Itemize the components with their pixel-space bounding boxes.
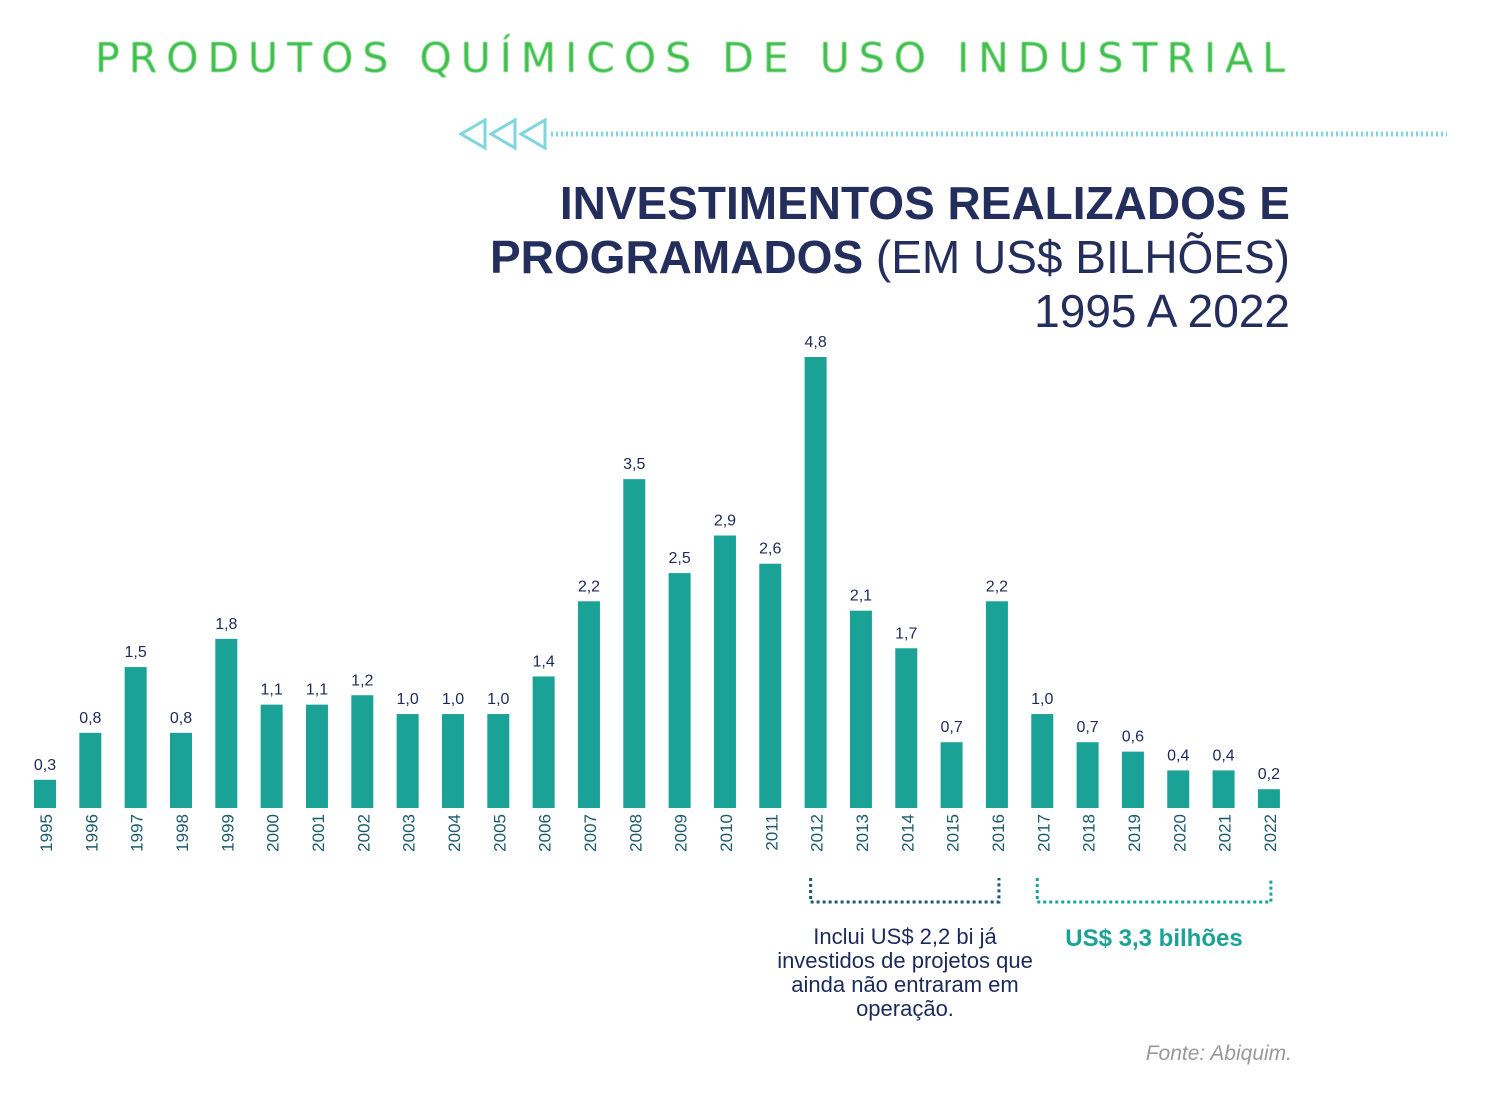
bar-2011 [759,563,782,808]
x-tick-2007: 2007 [581,814,600,852]
note-text: Inclui US$ 2,2 bi já investidos de proje… [777,924,1033,1021]
bar-2016 [985,601,1008,808]
data-label-2008: 3,5 [623,456,645,473]
x-tick-2010: 2010 [717,814,736,852]
x-tick-2012: 2012 [808,814,827,852]
x-tick-2020: 2020 [1170,814,1189,852]
bar-2001 [305,704,328,808]
x-tick-2004: 2004 [445,814,464,852]
data-label-2021: 0,4 [1212,747,1234,764]
x-tick-2019: 2019 [1125,814,1144,852]
bar-1997 [124,667,147,808]
chart-title: INVESTIMENTOS REALIZADOS E PROGRAMADOS (… [490,176,1290,338]
x-tick-2016: 2016 [989,814,1008,852]
data-label-2017: 1,0 [1031,691,1053,708]
x-tick-1996: 1996 [82,814,101,852]
x-tick-2013: 2013 [853,814,872,852]
chart-title-line3: 1995 A 2022 [1034,285,1290,337]
x-tick-2009: 2009 [672,814,691,852]
bar-2003 [396,714,419,808]
x-tick-2015: 2015 [944,814,963,852]
data-label-2003: 1,0 [397,691,419,708]
data-label-2005: 1,0 [487,691,509,708]
data-label-2016: 2,2 [986,578,1008,595]
data-label-2022: 0,2 [1258,766,1280,783]
bar-2015 [940,742,963,808]
data-label-1996: 0,8 [79,710,101,727]
bracket-2017-2022 [1035,878,1273,904]
x-tick-1999: 1999 [218,814,237,852]
bar-2014 [895,648,918,808]
bar-2002 [351,695,374,808]
x-tick-2022: 2022 [1261,814,1280,852]
data-label-2012: 4,8 [804,334,826,351]
data-label-1995: 0,3 [34,757,56,774]
bracket-2012-2016 [809,878,1001,904]
bar-1998 [169,732,192,808]
triple-left-arrow-icon [458,117,547,151]
data-label-2010: 2,9 [714,513,736,530]
bar-2022 [1257,789,1280,808]
x-tick-2014: 2014 [898,814,917,852]
x-tick-2001: 2001 [309,814,328,852]
bar-2013 [849,610,872,808]
x-tick-2000: 2000 [264,814,283,852]
x-tick-2011: 2011 [762,814,781,851]
data-label-1998: 0,8 [170,710,192,727]
data-label-2001: 1,1 [306,682,328,699]
x-tick-1997: 1997 [128,814,147,852]
x-tick-2006: 2006 [536,814,555,852]
bar-1996 [79,732,102,808]
data-label-2009: 2,5 [668,550,690,567]
x-tick-2018: 2018 [1080,814,1099,852]
x-tick-2017: 2017 [1034,814,1053,852]
bar-2021 [1212,770,1235,808]
data-label-2004: 1,0 [442,691,464,708]
bar-2019 [1121,751,1144,808]
x-tick-2002: 2002 [354,814,373,852]
x-tick-1998: 1998 [173,814,192,852]
bar-2004 [441,714,464,808]
data-label-2015: 0,7 [940,719,962,736]
bar-2000 [260,704,283,808]
bar-2017 [1031,714,1054,808]
data-label-2007: 2,2 [578,578,600,595]
bar-2008 [623,479,646,808]
x-tick-2003: 2003 [400,814,419,852]
bar-2006 [532,676,555,808]
chart-title-line2-light: (EM US$ BILHÕES) [863,231,1290,283]
x-tick-1995: 1995 [37,814,56,852]
chart-title-line2-bold: PROGRAMADOS [490,231,864,283]
bar-2020 [1167,770,1190,808]
data-label-2020: 0,4 [1167,747,1189,764]
bar-2010 [713,535,736,808]
bar-2009 [668,573,691,808]
x-tick-2021: 2021 [1216,814,1235,852]
data-label-1997: 1,5 [125,644,147,661]
bar-2005 [487,714,510,808]
x-tick-2005: 2005 [490,814,509,852]
arrow-divider [458,117,1447,151]
data-label-2014: 1,7 [895,625,917,642]
data-label-2018: 0,7 [1076,719,1098,736]
data-label-1999: 1,8 [215,616,237,633]
data-label-2002: 1,2 [351,672,373,689]
data-label-2000: 1,1 [261,682,283,699]
bar-1999 [215,638,238,808]
section-title: PRODUTOS QUÍMICOS DE USO INDUSTRIAL [95,34,1294,82]
source-text: Fonte: Abiquim. [1145,1042,1292,1065]
chart-title-line1: INVESTIMENTOS REALIZADOS E [559,177,1290,229]
data-label-2019: 0,6 [1122,729,1144,746]
total-text: US$ 3,3 bilhões [1065,925,1243,952]
bar-2007 [577,601,600,808]
data-label-2013: 2,1 [850,588,872,605]
x-tick-2008: 2008 [626,814,645,852]
bar-2018 [1076,742,1099,808]
data-label-2011: 2,6 [759,541,781,558]
bar-2012 [804,357,827,808]
data-label-2006: 1,4 [533,653,555,670]
bar-1995 [34,779,56,808]
